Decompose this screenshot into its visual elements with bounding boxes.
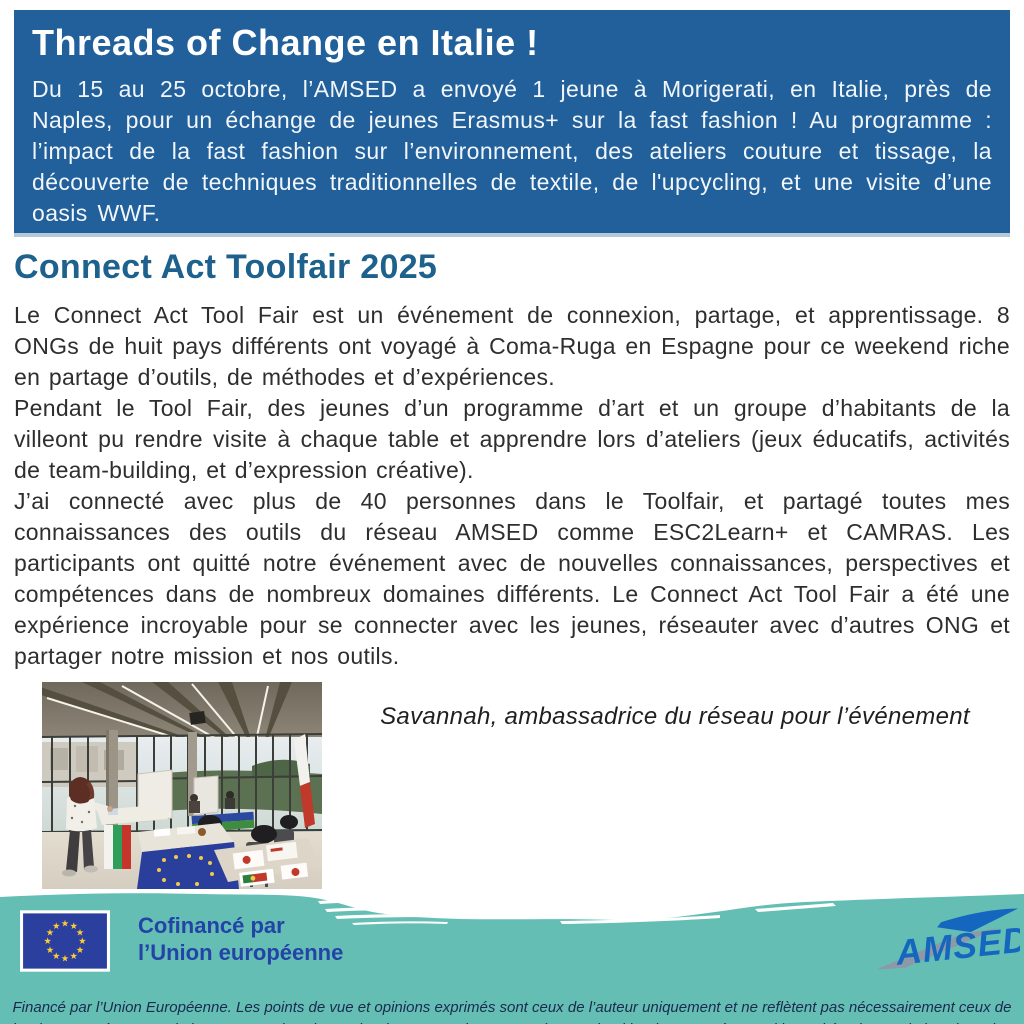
svg-text:★: ★ <box>76 927 84 938</box>
svg-text:★: ★ <box>61 919 69 930</box>
svg-text:★: ★ <box>70 921 78 932</box>
svg-text:★: ★ <box>76 945 84 956</box>
svg-text:★: ★ <box>46 927 54 938</box>
svg-text:★: ★ <box>78 936 86 947</box>
toolfair-photo-illustration <box>42 682 322 889</box>
toolfair-hall-photo <box>42 682 322 889</box>
svg-text:★: ★ <box>61 953 69 964</box>
svg-text:★: ★ <box>52 921 60 932</box>
banner-title: Threads of Change en Italie ! <box>32 22 539 63</box>
eu-cofunded-line1: Cofinancé par <box>138 913 285 938</box>
funding-disclaimer: Financé par l’Union Européenne. Les poin… <box>12 999 1012 1024</box>
banner-threads-of-change: Threads of Change en Italie ! Du 15 au 2… <box>14 10 1010 237</box>
eu-cofunded-logo: ★ ★ ★ ★ ★ ★ ★ ★ ★ ★ ★ ★ Cofinancé par l’Union eu… <box>20 910 343 972</box>
eu-cofunded-text: Cofinancé par l’Union européenne <box>138 912 343 966</box>
eu-cofunded-line2: l’Union européenne <box>138 940 344 965</box>
svg-text:★: ★ <box>46 945 54 956</box>
svg-text:★: ★ <box>52 951 60 962</box>
article-paragraph: Le Connect Act Tool Fair est un événemen… <box>14 302 1010 390</box>
brush-stroke-band <box>0 893 1024 1024</box>
amsed-logo-text: AMSED <box>893 919 1020 973</box>
photo-caption: Savannah, ambassadrice du réseau pour l’… <box>380 703 970 730</box>
svg-text:★: ★ <box>43 936 51 947</box>
article-paragraph: J’ai connecté avec plus de 40 personnes … <box>14 488 1010 669</box>
eu-flag-icon: ★ ★★ ★★★ ★★★ ★★★ <box>20 910 110 972</box>
svg-text:★: ★ <box>70 951 78 962</box>
article-title: Connect Act Toolfair 2025 <box>14 248 438 286</box>
article-body: Le Connect Act Tool Fair est un événemen… <box>14 300 1010 672</box>
article-paragraph: Pendant le Tool Fair, des jeunes d’un pr… <box>14 395 1010 483</box>
person-walking <box>62 777 113 877</box>
amsed-logo-icon: AMSED <box>875 908 1020 973</box>
banner-body-text: Du 15 au 25 octobre, l’AMSED a envoyé 1 … <box>32 76 992 226</box>
footer-band: ★ ★ ★ ★ ★ ★ ★ ★ ★ ★ ★ ★ Cofinancé par l’Union eu… <box>0 888 1024 1024</box>
